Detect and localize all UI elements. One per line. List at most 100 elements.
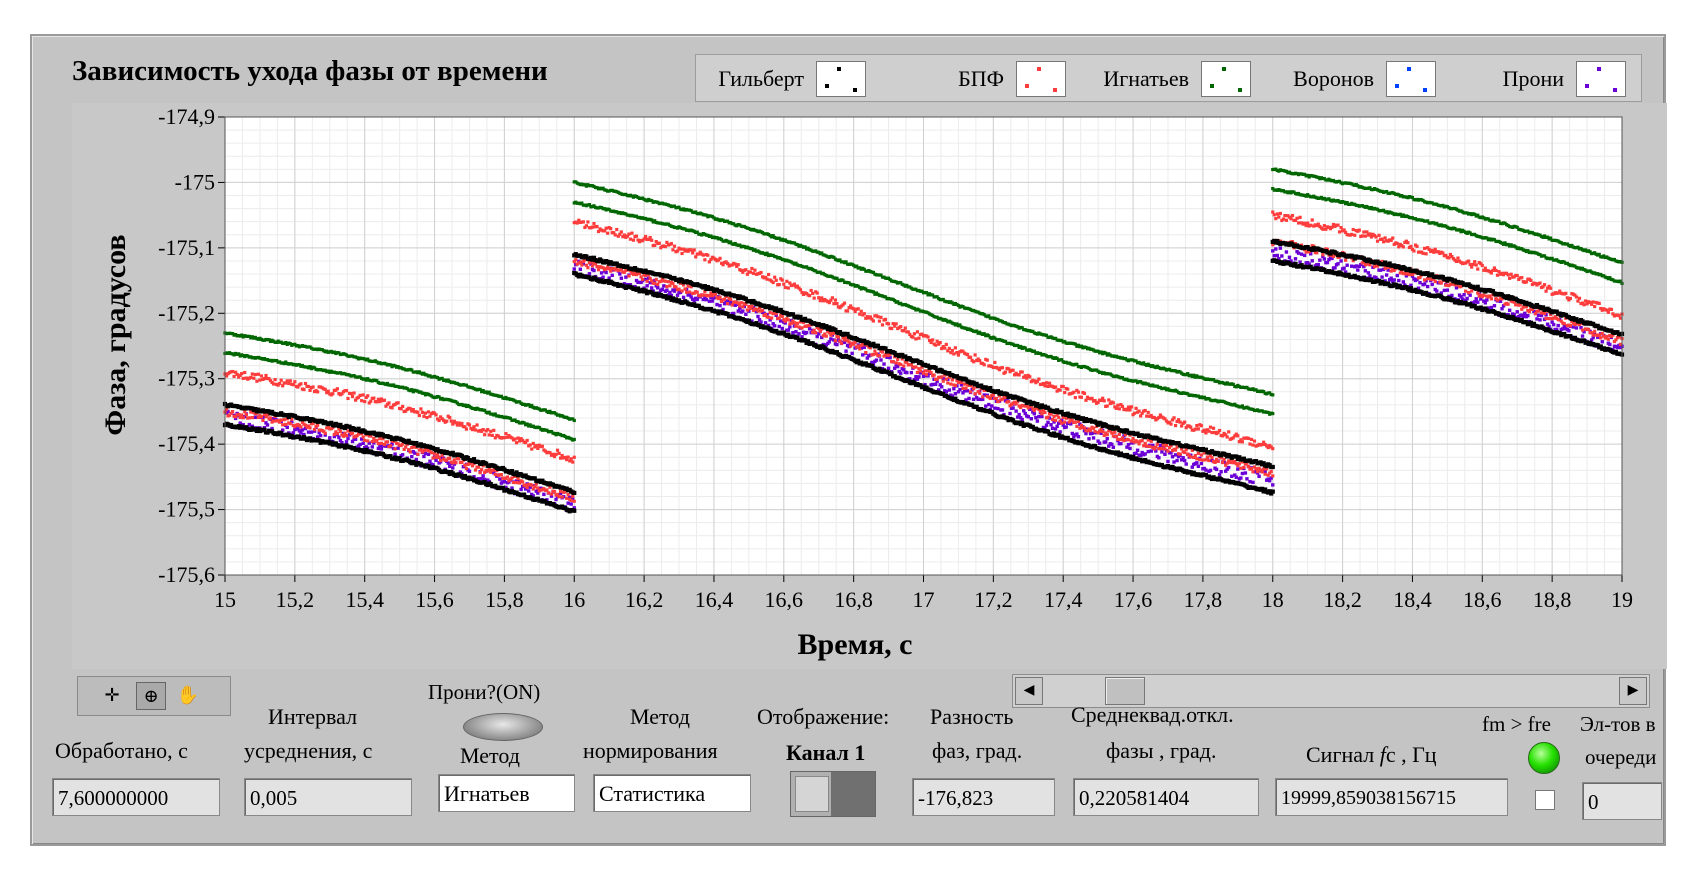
data-point <box>864 287 868 291</box>
data-point <box>836 335 841 339</box>
data-point <box>1035 379 1039 383</box>
data-point <box>943 373 947 377</box>
data-point <box>1175 419 1179 424</box>
data-point <box>1138 453 1143 458</box>
legend-item-ignatiev[interactable]: Игнатьев <box>1071 61 1251 97</box>
data-point <box>654 277 658 282</box>
data-point <box>694 255 698 259</box>
legend-item-prony[interactable]: Прони <box>1436 61 1626 97</box>
data-point <box>599 271 604 275</box>
data-point <box>448 456 452 460</box>
data-point <box>1269 476 1273 480</box>
data-point <box>1140 411 1144 415</box>
data-point <box>982 332 986 336</box>
data-point <box>978 358 982 363</box>
data-point <box>961 349 965 353</box>
data-point <box>668 284 672 288</box>
data-point <box>1237 440 1241 444</box>
data-point <box>1251 443 1255 447</box>
data-point <box>1249 437 1254 441</box>
data-point <box>1023 346 1027 350</box>
data-point <box>1192 373 1196 377</box>
data-point <box>818 299 822 303</box>
data-point <box>416 452 420 456</box>
data-point <box>923 369 927 373</box>
data-point <box>701 297 706 302</box>
data-point <box>375 379 379 383</box>
data-point <box>833 327 838 333</box>
data-point <box>849 344 853 348</box>
data-point <box>634 234 639 238</box>
data-point <box>344 440 349 444</box>
data-point <box>1130 454 1136 459</box>
data-point <box>757 306 762 310</box>
data-point <box>1173 453 1178 457</box>
data-point <box>448 464 452 468</box>
data-point <box>388 363 393 367</box>
data-point <box>842 338 847 342</box>
data-point <box>808 294 812 298</box>
data-point <box>1075 362 1079 366</box>
data-point <box>1265 467 1269 471</box>
data-point <box>914 365 918 369</box>
data-point <box>1268 479 1272 483</box>
data-point <box>930 382 935 387</box>
data-point <box>1172 416 1176 420</box>
data-point <box>390 442 394 446</box>
data-point <box>981 395 985 399</box>
data-point <box>558 456 563 460</box>
data-point <box>1041 381 1046 386</box>
legend-item-fft[interactable]: БПФ <box>926 61 1066 97</box>
data-point <box>489 470 493 474</box>
data-point <box>1270 464 1275 470</box>
data-point <box>721 307 725 312</box>
data-point <box>335 387 339 391</box>
data-point <box>844 335 848 340</box>
data-point <box>1234 462 1238 466</box>
data-point <box>455 423 459 427</box>
data-point <box>616 234 620 238</box>
data-point <box>941 377 945 381</box>
data-point <box>592 222 596 226</box>
data-point <box>834 350 840 355</box>
data-point <box>1041 409 1046 413</box>
data-point <box>820 251 824 255</box>
data-point <box>1160 450 1164 454</box>
data-point <box>344 434 349 438</box>
data-point <box>595 224 599 229</box>
data-point <box>990 404 994 408</box>
data-point <box>404 409 408 413</box>
data-point <box>255 379 259 383</box>
data-point <box>230 409 235 414</box>
data-point <box>400 453 405 457</box>
legend-item-hilbert[interactable]: Гильберт <box>706 61 866 97</box>
data-point <box>601 266 605 270</box>
data-point <box>956 390 961 394</box>
data-point <box>1084 431 1088 436</box>
data-point <box>350 394 355 399</box>
data-point <box>376 441 380 446</box>
data-point <box>338 438 343 443</box>
data-point <box>244 413 248 417</box>
data-point <box>771 280 775 285</box>
data-point <box>944 377 948 381</box>
data-point <box>259 415 264 419</box>
data-point <box>1158 443 1163 448</box>
data-point <box>738 304 742 308</box>
data-point <box>767 315 771 319</box>
data-point <box>340 440 344 445</box>
data-point <box>521 438 525 442</box>
data-point <box>1114 434 1118 439</box>
data-point <box>1146 410 1150 415</box>
data-point <box>940 346 944 351</box>
data-point <box>1225 435 1229 439</box>
data-point <box>770 316 774 320</box>
data-point <box>536 486 540 490</box>
data-point <box>1196 427 1200 431</box>
data-point <box>644 273 648 278</box>
data-point <box>935 339 939 343</box>
data-point <box>312 427 317 432</box>
legend-item-voronov[interactable]: Воронов <box>1256 61 1436 97</box>
data-point <box>958 387 962 392</box>
